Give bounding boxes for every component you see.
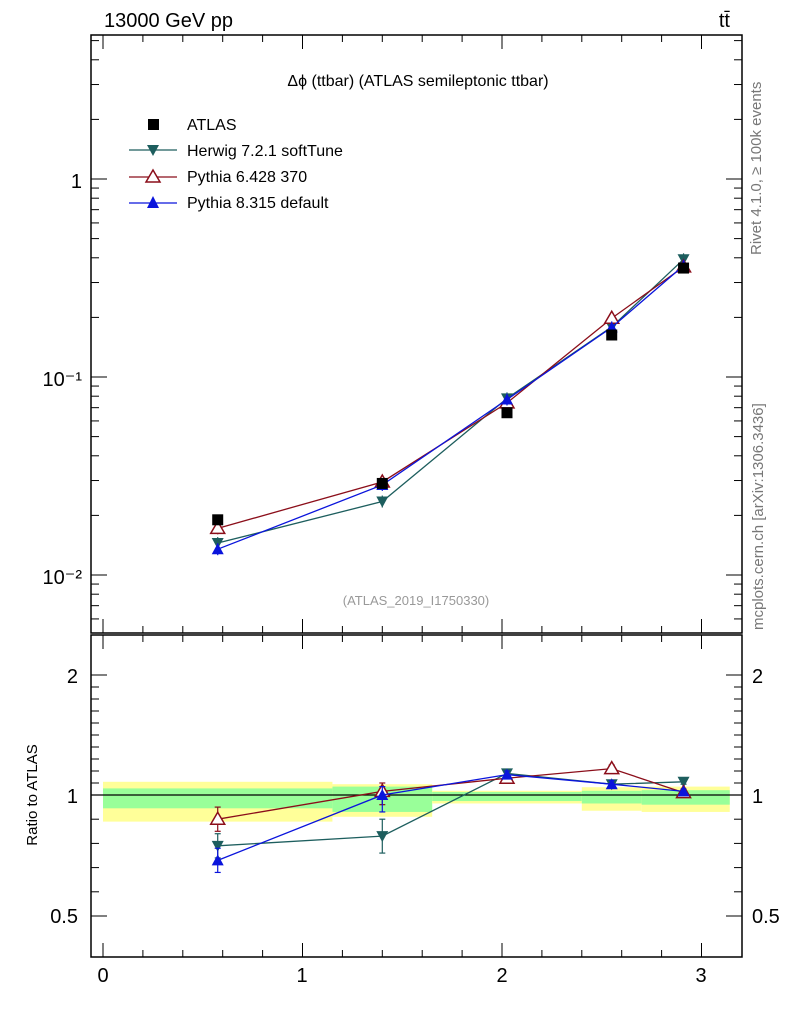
legend-item-pythia8: Pythia 8.315 default [129, 195, 329, 212]
ratio-y-tick-label-left: 1 [67, 786, 78, 808]
ratio-y-tick-label-left: 0.5 [50, 906, 78, 928]
legend-item-atlas: ATLAS [148, 117, 237, 134]
ratio-series-point [605, 778, 618, 790]
ratio-band-stat [581, 790, 642, 804]
ratio-series-point [500, 768, 513, 780]
x-tick-label: 2 [496, 965, 507, 987]
main-y-tick-label: 10⁻¹ [43, 369, 83, 391]
main-y-tick-label: 1 [71, 171, 82, 193]
legend-label-herwig: Herwig 7.2.1 softTune [187, 143, 343, 160]
ratio-y-tick-label-right: 2 [752, 666, 763, 688]
axis-ticks [91, 35, 742, 957]
ratio-series-point [376, 789, 389, 800]
main-series-point [376, 496, 389, 508]
ratio-y-tick-label-right: 0.5 [752, 906, 780, 928]
ratio-series-point [603, 760, 621, 775]
legend: ATLAS Herwig 7.2.1 softTune Pythia 6.428… [129, 117, 343, 212]
atlas-data-point [212, 514, 224, 526]
legend-marker-pythia8 [147, 196, 159, 208]
ratio-panel-frame [90, 634, 743, 958]
main-series-point [211, 543, 224, 555]
ratio-y-axis-label: Ratio to ATLAS [24, 744, 41, 845]
ratio-series-point [677, 785, 690, 797]
atlas-data-point [678, 262, 690, 274]
legend-item-pythia6: Pythia 6.428 370 [129, 168, 307, 186]
x-tick-labels: 0 1 2 3 [97, 965, 706, 987]
legend-marker-herwig [147, 145, 159, 156]
chart-title: Δϕ (ttbar) (ATLAS semileptonic ttbar) [287, 73, 548, 90]
main-series-line [217, 258, 684, 544]
ratio-series-point [209, 810, 227, 825]
ratio-y-tick-label-left: 2 [67, 666, 78, 688]
rivet-label: Rivet 4.1.0, ≥ 100k events [748, 82, 765, 255]
ratio-y-tick-labels: 0.5 1 2 0.5 1 2 [50, 666, 780, 928]
x-tick-label: 0 [97, 965, 108, 987]
legend-label-atlas: ATLAS [187, 117, 237, 134]
main-series-point [209, 519, 227, 535]
legend-item-herwig: Herwig 7.2.1 softTune [129, 143, 343, 160]
ratio-series-point [376, 831, 389, 843]
ratio-series-layer [209, 760, 692, 874]
analysis-label: (ATLAS_2019_I1750330) [343, 593, 489, 608]
main-series-point [500, 393, 513, 405]
legend-label-pythia6: Pythia 6.428 370 [187, 169, 307, 186]
main-y-tick-labels: 10⁻² 10⁻¹ 1 [43, 171, 83, 589]
ratio-series-point [677, 776, 690, 788]
atlas-data-point [606, 329, 618, 341]
ratio-y-tick-label-right: 1 [752, 786, 763, 808]
legend-label-pythia8: Pythia 8.315 default [187, 195, 329, 212]
ratio-band-stat [432, 792, 582, 802]
legend-marker-pythia6 [144, 168, 162, 183]
main-series-layer [209, 253, 692, 556]
main-series-line [217, 266, 684, 529]
x-tick-label: 3 [695, 965, 706, 987]
atlas-data-point [376, 477, 388, 489]
legend-marker-atlas [148, 119, 159, 130]
main-panel-frame [90, 34, 743, 634]
ratio-series-point [211, 840, 224, 852]
x-tick-label: 1 [296, 965, 307, 987]
ratio-series-point [211, 854, 224, 866]
source-label: mcplots.cern.ch [arXiv:1306.3436] [750, 403, 767, 630]
main-series-line [217, 265, 684, 550]
main-y-tick-label: 10⁻² [43, 567, 83, 589]
beam-label: 13000 GeV pp [104, 10, 233, 32]
atlas-data-point [501, 407, 513, 419]
process-label: tt̄ [719, 10, 731, 32]
ratio-band-stat [103, 788, 333, 809]
